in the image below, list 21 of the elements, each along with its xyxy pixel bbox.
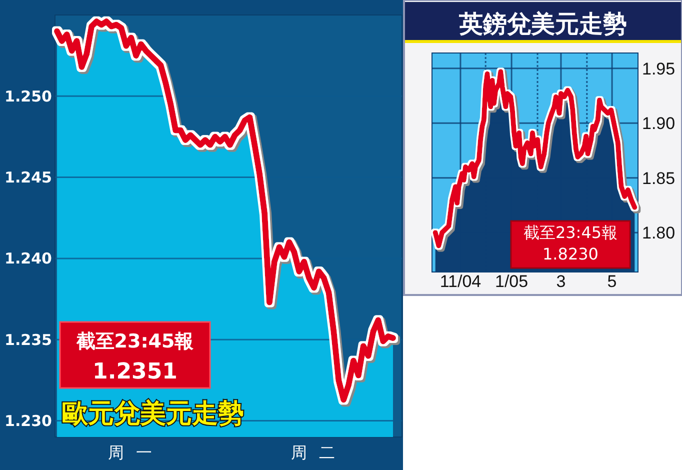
text: 歐元兌美元走勢 <box>62 399 244 429</box>
y-tick-label: 1.80 <box>642 224 676 243</box>
annotation: 1.8230 <box>542 244 598 264</box>
annotation: 截至23:45報 <box>75 330 195 353</box>
annotation: 截至23:45報 <box>523 222 618 242</box>
x-tick-label: 1/05 <box>495 272 528 291</box>
x-tick-label: 11/04 <box>440 272 482 291</box>
annotation: 1.2351 <box>92 359 178 384</box>
y-tick-label: 1.245 <box>4 168 52 187</box>
x-tick-label: 周二 <box>290 443 347 462</box>
y-tick-label: 1.235 <box>4 330 52 349</box>
y-tick-label: 1.95 <box>642 59 676 78</box>
x-tick-label: 周一 <box>108 443 164 462</box>
y-tick-label: 1.240 <box>4 250 52 268</box>
x-tick-label: 5 <box>607 272 617 291</box>
y-tick-label: 1.250 <box>4 87 52 106</box>
y-tick-label: 1.90 <box>642 114 676 134</box>
chart-title: 英鎊兌美元走勢 <box>458 10 627 38</box>
y-tick-label: 1.230 <box>4 412 52 430</box>
x-tick-label: 3 <box>556 272 566 291</box>
y-tick-label: 1.85 <box>642 168 676 188</box>
